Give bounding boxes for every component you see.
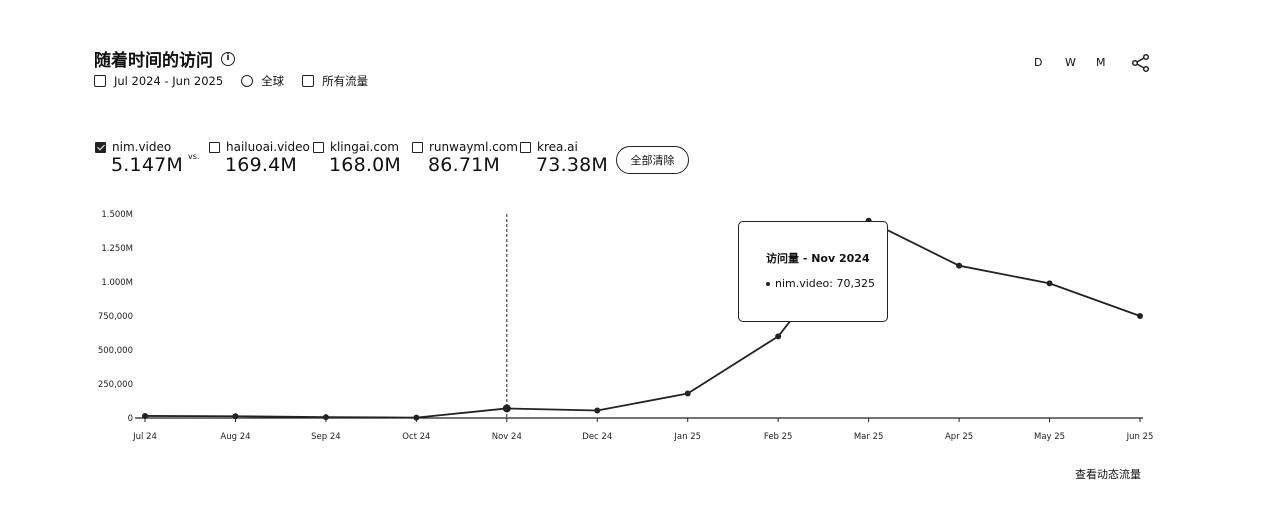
vs-label: vs. — [188, 152, 200, 161]
x-tick-label: Jul 24 — [132, 432, 157, 442]
site-item-nim-video: nim.video 5.147M — [95, 140, 183, 176]
site-value: 86.71M — [428, 154, 500, 176]
site-item-krea-ai: krea.ai 73.38M — [520, 140, 608, 176]
data-point — [956, 262, 963, 269]
x-tick-label: Oct 24 — [402, 432, 430, 442]
page-title: 随着时间的访问 i — [94, 46, 235, 71]
y-tick-label: 250,000 — [98, 380, 133, 390]
site-checkbox[interactable] — [520, 141, 531, 153]
x-tick-label: Mar 25 — [854, 432, 884, 442]
data-point — [684, 390, 691, 397]
period-month-button[interactable]: M — [1096, 56, 1106, 69]
calendar-icon — [94, 75, 106, 87]
traffic-icon — [302, 75, 315, 87]
site-name: klingai.com — [330, 140, 399, 154]
site-item-hailuoai-video: hailuoai.video 169.4M — [209, 140, 310, 176]
data-point — [232, 413, 239, 420]
x-tick-label: Jun 25 — [1126, 432, 1154, 442]
y-tick-label: 750,000 — [98, 312, 133, 322]
period-week-button[interactable]: W — [1065, 56, 1076, 69]
y-tick-label: 1.250M — [101, 244, 133, 254]
site-item-runwayml-com: runwayml.com 86.71M — [412, 140, 518, 176]
x-tick-label: Feb 25 — [764, 432, 793, 442]
data-point — [1046, 280, 1053, 287]
tooltip-series-label: nim.video: 70,325 — [775, 277, 875, 290]
traffic-label[interactable]: 所有流量 — [322, 74, 369, 88]
data-point — [775, 333, 782, 340]
site-checkbox[interactable] — [412, 141, 423, 153]
series-dot-icon — [766, 281, 770, 286]
site-value: 73.38M — [536, 154, 608, 176]
tooltip-title: 访问量 - Nov 2024 — [766, 252, 870, 265]
x-tick-label: Nov 24 — [492, 432, 522, 442]
site-name: krea.ai — [537, 140, 578, 154]
x-tick-label: Apr 25 — [945, 432, 973, 442]
y-tick-label: 1.500M — [101, 210, 133, 220]
site-name: nim.video — [112, 140, 172, 154]
site-value: 168.0M — [329, 154, 401, 176]
period-day-button[interactable]: D — [1034, 56, 1043, 69]
period-selector: D W M — [1034, 56, 1127, 69]
series-line-nim-video — [144, 219, 1141, 419]
share-icon[interactable] — [1131, 53, 1151, 73]
x-tick-label: Sep 24 — [311, 432, 341, 442]
site-checkbox[interactable] — [313, 141, 324, 153]
data-point — [502, 404, 511, 413]
site-value: 169.4M — [225, 154, 297, 176]
data-point — [594, 407, 601, 414]
y-tick-label: 500,000 — [98, 346, 133, 356]
region-label[interactable]: 全球 — [261, 74, 285, 88]
site-item-klingai-com: klingai.com 168.0M — [313, 140, 401, 176]
info-icon[interactable]: i — [221, 51, 235, 66]
x-tick-label: Dec 24 — [582, 432, 612, 442]
view-dynamic-traffic-link[interactable]: 查看动态流量 — [1075, 468, 1141, 481]
site-name: hailuoai.video — [226, 140, 310, 154]
x-tick-label: Aug 24 — [220, 432, 250, 442]
data-point — [142, 412, 148, 419]
x-tick-label: Jan 25 — [673, 432, 701, 442]
x-tick-label: May 25 — [1034, 432, 1065, 442]
site-value: 5.147M — [111, 154, 183, 176]
y-tick-label: 1.000M — [101, 278, 133, 288]
filter-summary: Jul 2024 - Jun 2025 全球 所有流量 — [94, 73, 368, 89]
globe-icon — [241, 75, 254, 87]
data-point — [413, 414, 420, 421]
site-checkbox[interactable] — [209, 141, 220, 153]
chart-tooltip: 访问量 - Nov 2024 nim.video: 70,325 — [738, 221, 888, 322]
data-point — [322, 414, 329, 421]
date-range[interactable]: Jul 2024 - Jun 2025 — [114, 74, 224, 88]
site-checkbox[interactable] — [95, 141, 106, 153]
y-tick-label: 0 — [128, 414, 133, 424]
title-text: 随着时间的访问 — [94, 51, 213, 71]
site-name: runwayml.com — [429, 140, 518, 154]
data-point — [1137, 313, 1143, 319]
tooltip-series-row: nim.video: 70,325 — [766, 277, 875, 290]
clear-all-button[interactable]: 全部清除 — [616, 146, 689, 174]
